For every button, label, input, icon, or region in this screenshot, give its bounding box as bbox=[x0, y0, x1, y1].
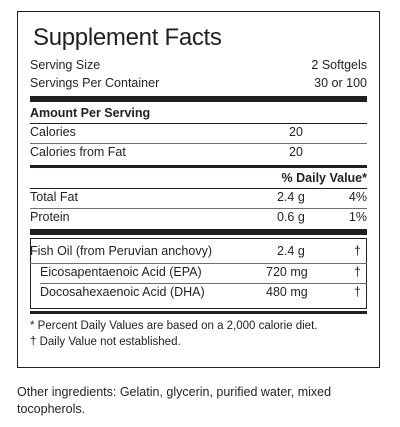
fish-sub-amount: 720 mg bbox=[266, 265, 308, 279]
fish-oil-dv: † bbox=[354, 244, 361, 258]
divider bbox=[30, 143, 367, 144]
footnote-daily-values: * Percent Daily Values are based on a 2,… bbox=[30, 320, 318, 332]
serving-size-value: 2 Softgels bbox=[311, 58, 367, 72]
fish-sub-amount: 480 mg bbox=[266, 285, 308, 299]
fish-sub-name: Docosahexaenoic Acid (DHA) bbox=[40, 285, 205, 299]
fish-oil-amount: 2.4 g bbox=[277, 244, 305, 258]
fish-sub-name: Eicosapentaenoic Acid (EPA) bbox=[40, 265, 202, 279]
medium-divider bbox=[30, 165, 367, 168]
nutrient-dv: 4% bbox=[348, 190, 367, 204]
nutrient-amount: 2.4 g bbox=[277, 190, 305, 204]
divider bbox=[40, 283, 367, 284]
fish-sub-dv: † bbox=[354, 285, 361, 299]
nutrient-name: Total Fat bbox=[30, 190, 78, 204]
servings-value: 30 or 100 bbox=[314, 76, 367, 90]
dv-header-label: % Daily Value* bbox=[281, 171, 367, 185]
divider bbox=[30, 123, 367, 124]
nutrient-amount: 0.6 g bbox=[277, 210, 305, 224]
fish-oil-box bbox=[30, 238, 367, 309]
fish-oil-name: Fish Oil (from Peruvian anchovy) bbox=[30, 244, 213, 258]
nutrient-name: Protein bbox=[30, 210, 70, 224]
divider bbox=[30, 188, 367, 189]
thick-divider bbox=[30, 229, 367, 235]
nutrient-dv: 1% bbox=[348, 210, 367, 224]
serving-size-label: Serving Size bbox=[30, 58, 101, 72]
servings-label: Servings Per Container bbox=[30, 76, 160, 90]
calories-fat-value: 20 bbox=[289, 145, 303, 159]
amount-header-label: Amount Per Serving bbox=[30, 106, 151, 120]
supplement-facts-panel: Supplement Facts Serving Size 2 Softgels… bbox=[17, 11, 380, 368]
divider bbox=[30, 208, 367, 209]
panel-title: Supplement Facts bbox=[33, 24, 222, 51]
divider bbox=[30, 263, 367, 264]
fish-sub-dv: † bbox=[354, 265, 361, 279]
calories-fat-label: Calories from Fat bbox=[30, 145, 126, 159]
thick-divider bbox=[30, 96, 367, 102]
footnote-not-established: † Daily Value not established. bbox=[30, 336, 181, 348]
other-ingredients: Other ingredients: Gelatin, glycerin, pu… bbox=[17, 385, 332, 416]
calories-label: Calories bbox=[30, 125, 76, 139]
medium-divider bbox=[30, 311, 367, 314]
calories-value: 20 bbox=[289, 125, 303, 139]
